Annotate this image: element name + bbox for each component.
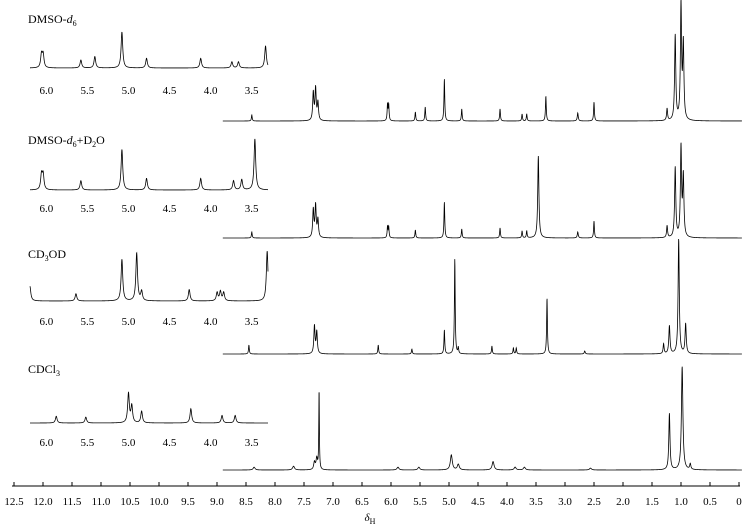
inset-spectrum-line — [29, 251, 269, 302]
x-tick-label: 9.0 — [210, 496, 224, 508]
inset-tick-label: 3.5 — [245, 437, 259, 449]
inset-tick-label: 5.0 — [122, 85, 136, 97]
inset-spectrum-line — [29, 31, 269, 69]
x-tick-label: 2.5 — [587, 496, 601, 508]
x-tick-label: 0.5 — [703, 496, 717, 508]
x-tick-label: 10.5 — [120, 496, 140, 508]
inset-tick-label: 5.0 — [122, 437, 136, 449]
inset-tick-label: 4.5 — [163, 316, 177, 328]
x-tick-label: 10.0 — [149, 496, 169, 508]
inset-tick-label: 4.0 — [204, 203, 218, 215]
inset-tick-label: 5.5 — [81, 85, 95, 97]
x-tick-label: 1.0 — [674, 496, 688, 508]
inset-tick-label: 4.0 — [204, 437, 218, 449]
x-tick-label: 3.5 — [529, 496, 543, 508]
inset-tick-label: 5.5 — [81, 203, 95, 215]
panel-label-cd3od: CD3OD — [28, 247, 66, 263]
x-tick-label: 4.0 — [500, 496, 514, 508]
spectrum-series-line — [222, 0, 742, 122]
panel-labels: DMSO-d6 DMSO-d6+D2O CD3OD CDCl3 — [28, 12, 105, 378]
x-tick-label: 11.0 — [92, 496, 111, 508]
inset-spectrum-line — [30, 138, 269, 191]
inset-tick-label: 6.0 — [40, 316, 54, 328]
x-tick-label: 12.5 — [4, 496, 24, 508]
x-tick-label: 4.5 — [471, 496, 485, 508]
spectrum-panel: 6.0 5.5 5.0 4.5 4.0 3.5 — [30, 366, 742, 471]
inset-tick-label: 4.5 — [163, 85, 177, 97]
inset-tick-label: 6.0 — [40, 85, 54, 97]
x-tick-label: 5.5 — [413, 496, 427, 508]
x-tick-label: 2.0 — [616, 496, 630, 508]
x-tick-label: 8.5 — [239, 496, 253, 508]
inset-tick-label: 4.5 — [163, 437, 177, 449]
spectrum-panel: 6.0 5.5 5.0 4.5 4.0 3.5 — [29, 238, 742, 355]
panel-label-dmso: DMSO-d6 — [28, 12, 77, 28]
x-tick-label: 7.0 — [326, 496, 340, 508]
spectrum-panel: 6.0 5.5 5.0 4.5 4.0 3.5 — [29, 0, 742, 122]
x-tick-label: 6.5 — [355, 496, 369, 508]
x-tick-label: 12.0 — [33, 496, 53, 508]
x-tick-label: 9.5 — [181, 496, 195, 508]
panel-label-cdcl3: CDCl3 — [28, 362, 60, 378]
inset-tick-label: 5.0 — [122, 316, 136, 328]
panel-label-dmso-d2o: DMSO-d6+D2O — [28, 133, 105, 149]
x-tick-label: 5.0 — [442, 496, 456, 508]
inset-spectrum-line — [30, 391, 268, 424]
spectra-panels: 6.0 5.5 5.0 4.5 4.0 3.5 6.0 5.5 5.0 4.5 4.0 3.5 6.0 5… — [29, 0, 742, 471]
inset-tick-label: 6.0 — [40, 437, 54, 449]
inset-tick-label: 3.5 — [245, 316, 259, 328]
x-tick-label: 11.5 — [63, 496, 82, 508]
spectrum-series-line — [222, 142, 742, 239]
inset-tick-label: 6.0 — [40, 203, 54, 215]
inset-tick-label: 3.5 — [245, 85, 259, 97]
inset-tick-label: 4.0 — [204, 85, 218, 97]
x-tick-label: 8.0 — [268, 496, 282, 508]
x-axis-title: δH — [365, 512, 376, 526]
spectrum-panel: 6.0 5.5 5.0 4.5 4.0 3.5 — [30, 138, 742, 239]
x-tick-label: 6.0 — [384, 496, 398, 508]
inset-tick-label: 5.0 — [122, 203, 136, 215]
inset-tick-label: 4.0 — [204, 316, 218, 328]
spectrum-series-line — [222, 366, 742, 471]
x-tick-label: 0 — [736, 496, 742, 508]
inset-tick-label: 5.5 — [81, 437, 95, 449]
inset-tick-label: 4.5 — [163, 203, 177, 215]
inset-tick-label: 5.5 — [81, 316, 95, 328]
x-tick-label: 7.5 — [297, 496, 311, 508]
spectrum-series-line — [222, 238, 742, 355]
x-axis: 12.5 12.0 11.5 11.0 10.5 10.0 9.5 9.0 8.5 8.0 7.5 7… — [4, 482, 742, 508]
inset-tick-label: 3.5 — [245, 203, 259, 215]
x-tick-label: 1.5 — [645, 496, 659, 508]
x-tick-label: 3.0 — [558, 496, 572, 508]
